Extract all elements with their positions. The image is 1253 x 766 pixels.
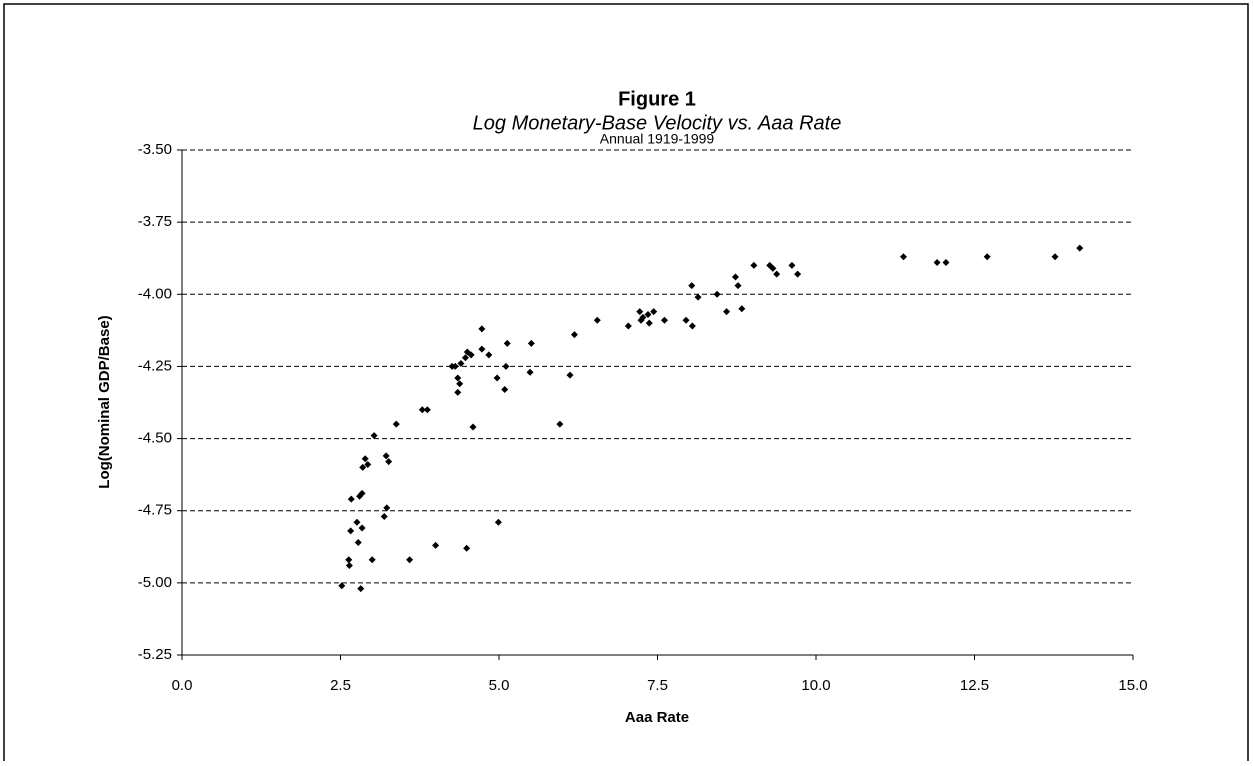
point bbox=[688, 282, 696, 290]
point bbox=[637, 316, 645, 324]
annotation: Annual 1919-1999 bbox=[600, 131, 715, 147]
point bbox=[380, 512, 388, 520]
point bbox=[493, 374, 501, 382]
point bbox=[357, 585, 365, 593]
point bbox=[694, 293, 702, 301]
point bbox=[356, 492, 364, 500]
point bbox=[788, 261, 796, 269]
point bbox=[494, 518, 502, 526]
point bbox=[731, 273, 739, 281]
point bbox=[723, 308, 731, 316]
point bbox=[1051, 253, 1059, 261]
point bbox=[454, 388, 462, 396]
point bbox=[624, 322, 632, 330]
point bbox=[570, 331, 578, 339]
point bbox=[485, 351, 493, 359]
y-axis-label: Log(Nominal GDP/Base) bbox=[96, 315, 113, 488]
point bbox=[1076, 244, 1084, 252]
y-tick-label: -4.50 bbox=[138, 430, 172, 447]
chart-subtitle: Log Monetary-Base Velocity vs. Aaa Rate bbox=[473, 112, 842, 134]
point bbox=[347, 527, 355, 535]
point bbox=[456, 380, 464, 388]
point bbox=[556, 420, 564, 428]
y-tick-label: -5.25 bbox=[138, 646, 172, 663]
point bbox=[660, 316, 668, 324]
x-tick-label: 15.0 bbox=[1118, 677, 1147, 694]
point bbox=[448, 362, 456, 370]
point bbox=[503, 339, 511, 347]
point bbox=[359, 463, 367, 471]
y-tick-label: -3.75 bbox=[138, 213, 172, 230]
point bbox=[942, 259, 950, 267]
point bbox=[423, 406, 431, 414]
y-tick-label: -5.00 bbox=[138, 574, 172, 591]
point bbox=[933, 259, 941, 267]
point bbox=[457, 360, 465, 368]
point bbox=[636, 308, 644, 316]
point bbox=[353, 518, 361, 526]
x-tick-label: 12.5 bbox=[960, 677, 989, 694]
point bbox=[738, 305, 746, 313]
point bbox=[478, 345, 486, 353]
point bbox=[382, 452, 390, 460]
point bbox=[364, 461, 372, 469]
point bbox=[502, 362, 510, 370]
point bbox=[338, 582, 346, 590]
y-tick-label: -4.00 bbox=[138, 285, 172, 302]
point bbox=[461, 354, 469, 362]
y-tick-label: -4.75 bbox=[138, 502, 172, 519]
x-tick-label: 10.0 bbox=[801, 677, 830, 694]
point bbox=[347, 495, 355, 503]
point bbox=[794, 270, 802, 278]
chart-title: Figure 1 bbox=[618, 88, 696, 110]
point bbox=[734, 282, 742, 290]
point bbox=[463, 544, 471, 552]
point bbox=[406, 556, 414, 564]
point bbox=[418, 406, 426, 414]
point bbox=[593, 316, 601, 324]
point bbox=[370, 432, 378, 440]
point bbox=[368, 556, 376, 564]
point bbox=[469, 423, 477, 431]
point bbox=[750, 261, 758, 269]
x-tick-label: 0.0 bbox=[172, 677, 193, 694]
point bbox=[644, 310, 652, 318]
point bbox=[463, 348, 471, 356]
point bbox=[385, 458, 393, 466]
y-tick-label: -4.25 bbox=[138, 357, 172, 374]
point bbox=[650, 308, 658, 316]
point bbox=[713, 290, 721, 298]
point bbox=[354, 538, 362, 546]
point bbox=[566, 371, 574, 379]
point bbox=[432, 541, 440, 549]
x-tick-label: 7.5 bbox=[647, 677, 668, 694]
point bbox=[682, 316, 690, 324]
point bbox=[527, 339, 535, 347]
point bbox=[358, 524, 366, 532]
point bbox=[454, 374, 462, 382]
y-tick-label: -3.50 bbox=[138, 141, 172, 158]
point bbox=[773, 270, 781, 278]
point bbox=[688, 322, 696, 330]
point bbox=[526, 368, 534, 376]
point bbox=[361, 455, 369, 463]
point bbox=[645, 319, 653, 327]
point bbox=[345, 556, 353, 564]
x-axis-label: Aaa Rate bbox=[625, 709, 689, 726]
point bbox=[769, 264, 777, 272]
point bbox=[501, 386, 509, 394]
point bbox=[383, 504, 391, 512]
point bbox=[392, 420, 400, 428]
x-tick-label: 2.5 bbox=[330, 677, 351, 694]
point bbox=[899, 253, 907, 261]
chart-border bbox=[3, 3, 1249, 765]
x-tick-label: 5.0 bbox=[489, 677, 510, 694]
point bbox=[983, 253, 991, 261]
point bbox=[478, 325, 486, 333]
point bbox=[345, 562, 353, 570]
